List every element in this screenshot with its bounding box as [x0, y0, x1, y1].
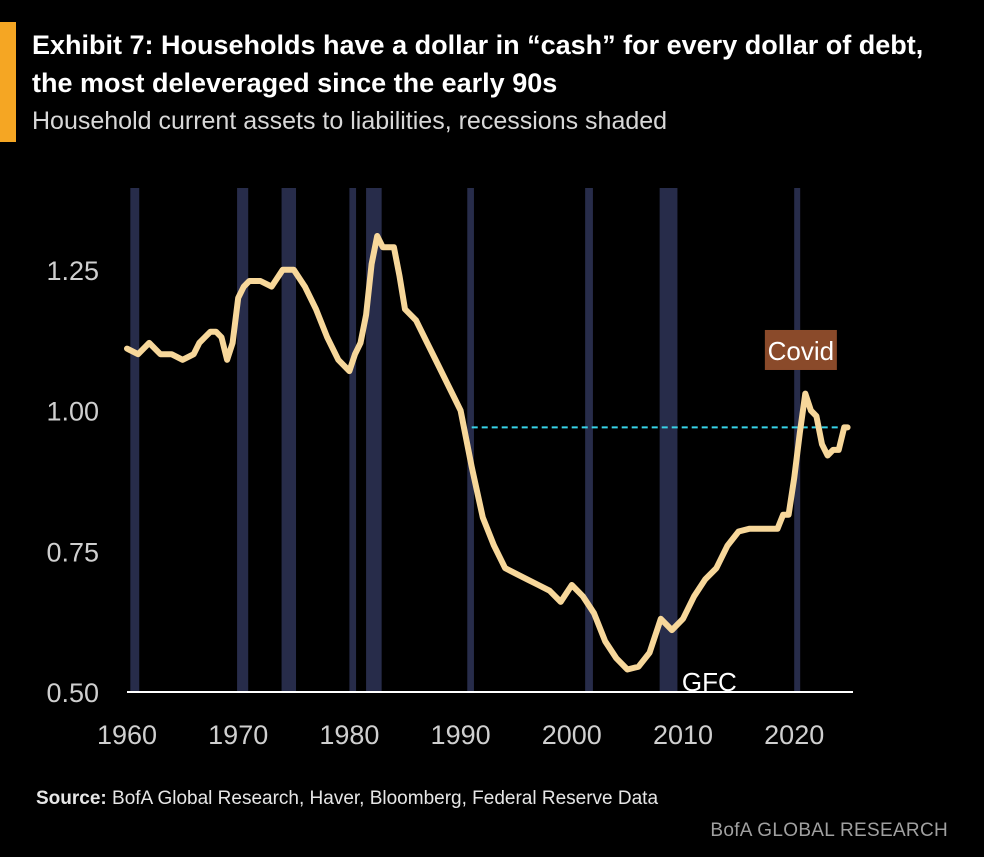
- source-label: Source:: [36, 788, 107, 809]
- annotation-gfc: GFC: [682, 667, 737, 697]
- y-tick-label: 0.75: [46, 537, 99, 567]
- annotation-covid: Covid: [768, 336, 834, 366]
- recession-band: [130, 188, 140, 692]
- recession-band: [281, 188, 297, 692]
- recession-band: [366, 188, 382, 692]
- x-tick-label: 2010: [653, 720, 713, 750]
- x-tick-label: 2000: [542, 720, 602, 750]
- series-group: [124, 233, 851, 673]
- recession-band: [467, 188, 474, 692]
- annotations: Covid GFC: [682, 329, 837, 697]
- source-note: Source: BofA Global Research, Haver, Blo…: [36, 788, 658, 810]
- annotation-box: [764, 329, 837, 370]
- chart-subtitle: Household current assets to liabilities,…: [32, 107, 668, 135]
- chart-title: Exhibit 7: Households have a dollar in “…: [32, 30, 924, 98]
- y-tick-label: 1.25: [46, 256, 99, 286]
- x-tick-label: 1980: [319, 720, 379, 750]
- recession-band: [659, 188, 678, 692]
- x-tick-label: 2020: [764, 720, 824, 750]
- series-line: [124, 233, 851, 673]
- y-tick-label: 1.00: [46, 397, 99, 427]
- recession-band: [349, 188, 357, 692]
- x-tick-label: 1990: [431, 720, 491, 750]
- recession-band: [237, 188, 249, 692]
- source-text: BofA Global Research, Haver, Bloomberg, …: [112, 788, 659, 809]
- accent-bar: [0, 22, 16, 142]
- x-tick-label: 1960: [97, 720, 157, 750]
- y-tick-label: 0.50: [46, 678, 99, 708]
- axes: 1960 1970 1980 1990 2000 2010 2020 0.50 0.75 1.00…: [46, 256, 853, 750]
- recession-band: [585, 188, 593, 692]
- x-tick-label: 1970: [208, 720, 268, 750]
- brand-label: BofA GLOBAL RESEARCH: [710, 820, 948, 841]
